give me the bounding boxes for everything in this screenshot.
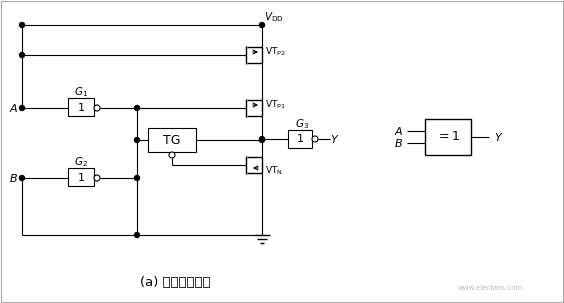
Text: $A$: $A$ xyxy=(394,125,403,137)
Circle shape xyxy=(94,175,100,181)
Circle shape xyxy=(20,22,24,28)
Text: $G_3$: $G_3$ xyxy=(295,117,309,131)
Bar xyxy=(425,119,471,155)
Text: 1: 1 xyxy=(77,173,85,183)
Text: $G_1$: $G_1$ xyxy=(74,85,88,99)
Circle shape xyxy=(134,175,139,181)
Text: TG: TG xyxy=(163,134,180,146)
Text: $B$: $B$ xyxy=(9,172,18,184)
Text: $V_{\mathrm{DD}}$: $V_{\mathrm{DD}}$ xyxy=(264,10,284,24)
Bar xyxy=(68,168,94,186)
Text: $B$: $B$ xyxy=(394,137,403,149)
Circle shape xyxy=(20,52,24,58)
Bar xyxy=(68,98,94,116)
Circle shape xyxy=(134,232,139,238)
Text: $A$: $A$ xyxy=(8,102,18,114)
Circle shape xyxy=(259,136,265,142)
Text: (a) 异或门电路图: (a) 异或门电路图 xyxy=(140,277,210,289)
Text: 1: 1 xyxy=(77,103,85,113)
Text: $\mathrm{VT_N}$: $\mathrm{VT_N}$ xyxy=(265,165,283,177)
Circle shape xyxy=(312,136,318,142)
Text: www.elecfans.com: www.elecfans.com xyxy=(457,285,523,291)
Circle shape xyxy=(169,152,175,158)
Circle shape xyxy=(20,175,24,181)
Circle shape xyxy=(259,138,265,142)
Bar xyxy=(148,128,196,152)
Circle shape xyxy=(134,105,139,111)
Text: 1: 1 xyxy=(297,134,303,144)
Text: $Y$: $Y$ xyxy=(494,131,504,143)
Text: $=1$: $=1$ xyxy=(436,131,460,144)
Circle shape xyxy=(94,105,100,111)
Bar xyxy=(288,130,312,148)
Text: $\mathrm{VT_{P2}}$: $\mathrm{VT_{P2}}$ xyxy=(265,46,286,58)
Circle shape xyxy=(20,105,24,111)
Text: $Y$: $Y$ xyxy=(331,133,340,145)
Circle shape xyxy=(134,138,139,142)
Text: $G_2$: $G_2$ xyxy=(74,155,88,169)
Text: $\mathrm{VT_{P1}}$: $\mathrm{VT_{P1}}$ xyxy=(265,99,286,111)
Circle shape xyxy=(259,22,265,28)
